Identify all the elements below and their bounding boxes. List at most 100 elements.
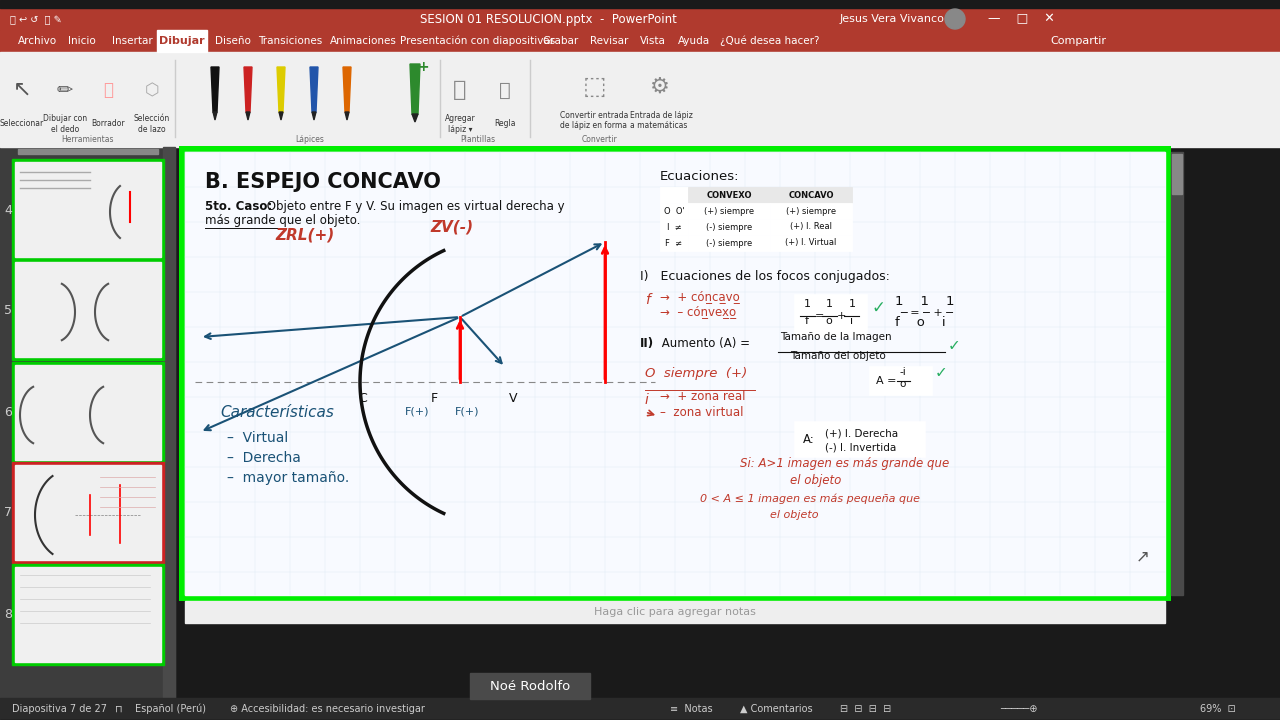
Text: (+) I. Real: (+) I. Real xyxy=(790,222,832,232)
Text: →  + cón̲ca̲vo̲: → + cón̲ca̲vo̲ xyxy=(660,290,740,303)
Polygon shape xyxy=(276,67,285,112)
Bar xyxy=(689,187,771,203)
Text: Insertar: Insertar xyxy=(113,36,152,46)
Bar xyxy=(163,147,175,720)
Text: O  siempre  (+): O siempre (+) xyxy=(645,367,748,380)
Text: Dibujar: Dibujar xyxy=(159,36,205,46)
Text: Lápices: Lápices xyxy=(296,135,324,143)
Text: ⊟  ⊟  ⊟  ⊟: ⊟ ⊟ ⊟ ⊟ xyxy=(840,704,891,714)
Text: Borrador: Borrador xyxy=(91,120,125,128)
Text: Dibujar con
el dedo: Dibujar con el dedo xyxy=(44,114,87,134)
Bar xyxy=(771,219,852,235)
Text: F(+): F(+) xyxy=(406,406,430,416)
Text: Español (Perú): Español (Perú) xyxy=(134,703,206,714)
Bar xyxy=(15,365,161,460)
Text: de lápiz en forma: de lápiz en forma xyxy=(561,120,627,130)
Text: +: + xyxy=(836,311,846,321)
Bar xyxy=(689,219,771,235)
Text: (+) I. Virtual: (+) I. Virtual xyxy=(786,238,837,248)
Text: –  Derecha: – Derecha xyxy=(227,451,301,465)
Bar xyxy=(771,203,852,219)
Text: ZRL(+): ZRL(+) xyxy=(275,228,334,243)
Polygon shape xyxy=(212,112,218,120)
Text: (-) siempre: (-) siempre xyxy=(705,238,753,248)
Text: Características: Características xyxy=(220,405,334,420)
Text: ⬜: ⬜ xyxy=(102,81,113,99)
Text: Ayuda: Ayuda xyxy=(678,36,710,46)
Bar xyxy=(179,146,1171,601)
Text: el objeto: el objeto xyxy=(790,474,841,487)
Text: ─────⊕: ─────⊕ xyxy=(1000,704,1038,714)
Bar xyxy=(771,235,852,251)
Text: Animaciones: Animaciones xyxy=(330,36,397,46)
Text: –  mayor tamaño.: – mayor tamaño. xyxy=(227,471,349,485)
Polygon shape xyxy=(410,64,420,114)
Bar xyxy=(660,203,689,219)
Text: A:: A: xyxy=(803,433,815,446)
Text: Haga clic para agregar notas: Haga clic para agregar notas xyxy=(594,607,756,617)
Text: ✓: ✓ xyxy=(934,365,947,380)
Text: Aumento (A) =: Aumento (A) = xyxy=(658,337,750,350)
Text: Transiciones: Transiciones xyxy=(259,36,323,46)
Bar xyxy=(689,235,771,251)
Text: -i: -i xyxy=(900,367,906,377)
Text: ✏: ✏ xyxy=(56,81,73,99)
Bar xyxy=(0,147,175,720)
Text: Archivo: Archivo xyxy=(18,36,58,46)
Polygon shape xyxy=(246,112,250,120)
Polygon shape xyxy=(310,67,317,112)
Text: Convertir entrada: Convertir entrada xyxy=(561,110,628,120)
Bar xyxy=(0,52,1280,147)
Text: I)   Ecuaciones de los focos conjugados:: I) Ecuaciones de los focos conjugados: xyxy=(640,270,890,283)
Bar xyxy=(0,0,1280,30)
Text: i: i xyxy=(850,316,854,326)
Text: (+) siempre: (+) siempre xyxy=(704,207,754,215)
Text: Objeto entre F y V. Su imagen es virtual derecha y: Objeto entre F y V. Su imagen es virtual… xyxy=(262,200,564,213)
Text: CONCAVO: CONCAVO xyxy=(788,191,833,199)
Text: O  O': O O' xyxy=(663,207,685,215)
Text: Tamaño de la Imagen: Tamaño de la Imagen xyxy=(780,332,892,342)
Text: ZV(-): ZV(-) xyxy=(430,220,474,235)
Text: →  – cón̲vex̲o̲: → – cón̲vex̲o̲ xyxy=(660,305,736,318)
Bar xyxy=(795,295,867,337)
Bar xyxy=(12,564,164,665)
Bar xyxy=(870,367,932,395)
Bar xyxy=(12,259,164,360)
Text: ⬡: ⬡ xyxy=(145,81,159,99)
Text: ≡  Notas: ≡ Notas xyxy=(669,704,713,714)
Bar xyxy=(18,149,157,154)
Text: Inicio: Inicio xyxy=(68,36,96,46)
Bar xyxy=(15,262,161,357)
Text: =: = xyxy=(814,311,824,321)
Bar xyxy=(157,30,207,52)
Text: Grabar: Grabar xyxy=(541,36,579,46)
Text: i: i xyxy=(645,393,649,407)
Text: Diapositiva 7 de 27: Diapositiva 7 de 27 xyxy=(12,704,108,714)
Text: 69%  ⊡: 69% ⊡ xyxy=(1201,704,1235,714)
Text: ¿Qué desea hacer?: ¿Qué desea hacer? xyxy=(719,36,819,46)
Text: I  ≠: I ≠ xyxy=(667,222,681,232)
Text: C: C xyxy=(358,392,367,405)
Text: A =: A = xyxy=(876,376,896,386)
Text: –  zona virtual: – zona virtual xyxy=(660,406,744,419)
Polygon shape xyxy=(346,112,349,120)
Text: Selección
de lazo: Selección de lazo xyxy=(134,114,170,134)
Text: Convertir: Convertir xyxy=(582,135,618,143)
Text: Diseño: Diseño xyxy=(215,36,251,46)
Text: Si: A>1 imagen es más grande que: Si: A>1 imagen es más grande que xyxy=(740,457,950,470)
Text: 🖫 ↩ ↺  📋 ✎: 🖫 ↩ ↺ 📋 ✎ xyxy=(10,15,61,25)
Text: ⊕ Accesibilidad: es necesario investigar: ⊕ Accesibilidad: es necesario investigar xyxy=(230,704,425,714)
Text: 1: 1 xyxy=(849,299,855,309)
Text: F(+): F(+) xyxy=(456,406,480,416)
Text: ─ = ─ + ─: ─ = ─ + ─ xyxy=(900,308,954,318)
Bar xyxy=(470,673,590,699)
Text: (-) I. Invertida: (-) I. Invertida xyxy=(826,442,896,452)
Text: Entrada de lápiz: Entrada de lápiz xyxy=(630,110,692,120)
Text: ↗: ↗ xyxy=(1137,547,1149,565)
Text: Revisar: Revisar xyxy=(590,36,628,46)
Text: ⚙: ⚙ xyxy=(650,77,669,97)
Text: Seleccionar: Seleccionar xyxy=(0,120,44,128)
Text: Compartir: Compartir xyxy=(1050,36,1106,46)
Bar xyxy=(660,219,689,235)
Text: V: V xyxy=(508,392,517,405)
